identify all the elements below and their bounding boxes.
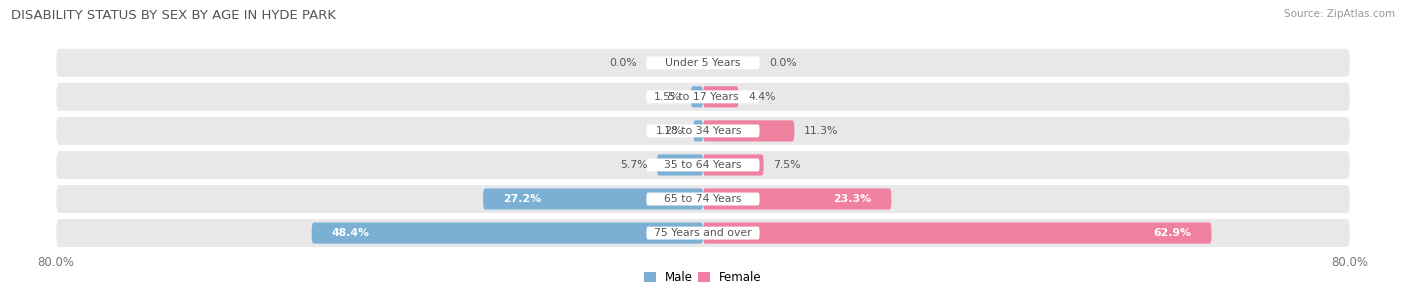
Legend: Male, Female: Male, Female [640, 267, 766, 289]
FancyBboxPatch shape [56, 83, 1350, 111]
Text: 65 to 74 Years: 65 to 74 Years [664, 194, 742, 204]
FancyBboxPatch shape [484, 188, 703, 210]
FancyBboxPatch shape [647, 227, 759, 239]
FancyBboxPatch shape [703, 86, 738, 107]
Text: 75 Years and over: 75 Years and over [654, 228, 752, 238]
Text: 48.4%: 48.4% [332, 228, 370, 238]
FancyBboxPatch shape [703, 154, 763, 175]
FancyBboxPatch shape [703, 188, 891, 210]
Text: 62.9%: 62.9% [1153, 228, 1191, 238]
FancyBboxPatch shape [647, 192, 759, 206]
FancyBboxPatch shape [693, 120, 703, 142]
FancyBboxPatch shape [56, 117, 1350, 145]
Text: 27.2%: 27.2% [503, 194, 541, 204]
Text: 0.0%: 0.0% [769, 58, 797, 68]
FancyBboxPatch shape [703, 223, 1212, 244]
FancyBboxPatch shape [647, 159, 759, 171]
Text: 1.5%: 1.5% [654, 92, 681, 102]
FancyBboxPatch shape [647, 124, 759, 137]
Text: 7.5%: 7.5% [773, 160, 801, 170]
FancyBboxPatch shape [56, 49, 1350, 77]
Text: DISABILITY STATUS BY SEX BY AGE IN HYDE PARK: DISABILITY STATUS BY SEX BY AGE IN HYDE … [11, 9, 336, 22]
FancyBboxPatch shape [56, 151, 1350, 179]
Text: 1.2%: 1.2% [657, 126, 683, 136]
Text: 5.7%: 5.7% [620, 160, 647, 170]
Text: 5 to 17 Years: 5 to 17 Years [668, 92, 738, 102]
FancyBboxPatch shape [312, 223, 703, 244]
FancyBboxPatch shape [647, 56, 759, 69]
Text: 18 to 34 Years: 18 to 34 Years [664, 126, 742, 136]
Text: Source: ZipAtlas.com: Source: ZipAtlas.com [1284, 9, 1395, 19]
Text: Under 5 Years: Under 5 Years [665, 58, 741, 68]
Text: 35 to 64 Years: 35 to 64 Years [664, 160, 742, 170]
FancyBboxPatch shape [56, 219, 1350, 247]
FancyBboxPatch shape [690, 86, 703, 107]
Text: 4.4%: 4.4% [748, 92, 776, 102]
FancyBboxPatch shape [56, 185, 1350, 213]
Text: 11.3%: 11.3% [804, 126, 838, 136]
FancyBboxPatch shape [657, 154, 703, 175]
FancyBboxPatch shape [703, 120, 794, 142]
Text: 23.3%: 23.3% [832, 194, 872, 204]
Text: 0.0%: 0.0% [609, 58, 637, 68]
FancyBboxPatch shape [647, 90, 759, 103]
